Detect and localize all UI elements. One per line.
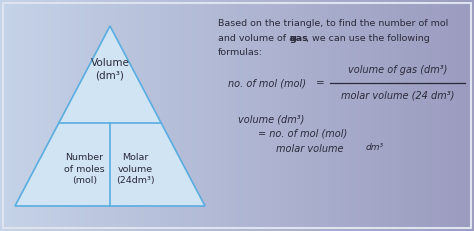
Text: molar volume (24 dm³): molar volume (24 dm³)	[341, 91, 454, 101]
Text: volume (dm³): volume (dm³)	[238, 114, 304, 124]
Text: and volume of a: and volume of a	[218, 34, 298, 43]
Polygon shape	[15, 26, 205, 206]
Text: gas: gas	[290, 34, 309, 43]
Text: formulas:: formulas:	[218, 48, 263, 57]
Text: Based on the triangle, to find the number of mol: Based on the triangle, to find the numbe…	[218, 19, 448, 28]
Text: Volume
(dm³): Volume (dm³)	[91, 58, 129, 80]
Text: molar volume: molar volume	[276, 144, 344, 154]
Text: no. of mol (mol): no. of mol (mol)	[228, 78, 306, 88]
Text: = no. of mol (mol): = no. of mol (mol)	[258, 129, 347, 139]
Text: dm³: dm³	[366, 143, 384, 152]
Text: Molar
volume
(24dm³): Molar volume (24dm³)	[116, 153, 155, 185]
Text: , we can use the following: , we can use the following	[306, 34, 430, 43]
Text: volume of gas (dm³): volume of gas (dm³)	[348, 65, 447, 75]
Text: Number
of moles
(mol): Number of moles (mol)	[64, 153, 105, 185]
Text: =: =	[316, 78, 325, 88]
